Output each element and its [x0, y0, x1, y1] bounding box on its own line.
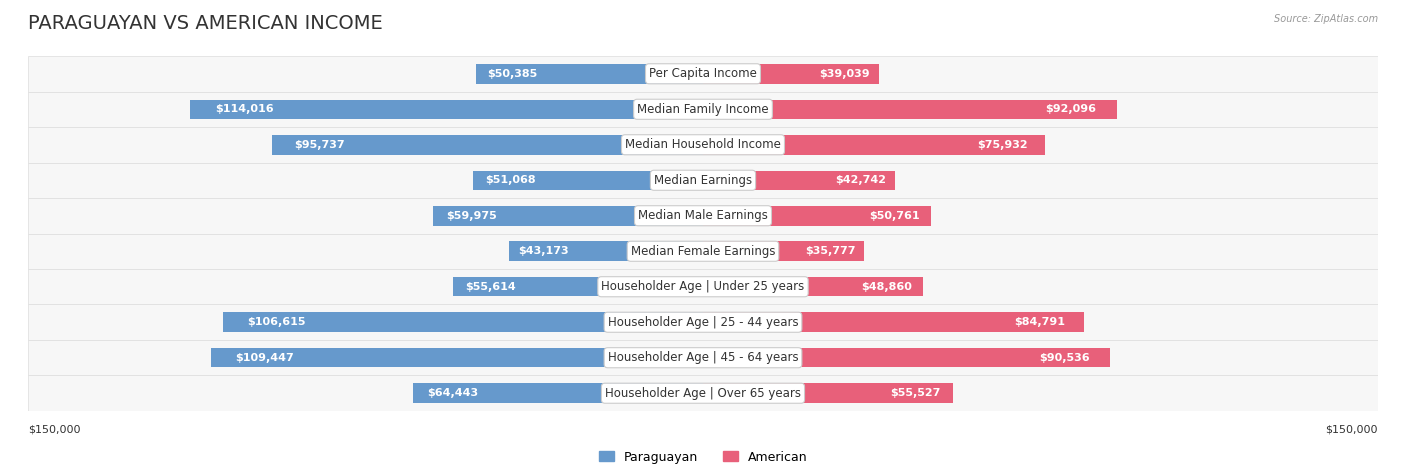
FancyBboxPatch shape [28, 375, 1378, 411]
FancyBboxPatch shape [474, 170, 703, 190]
FancyBboxPatch shape [703, 135, 1045, 155]
FancyBboxPatch shape [28, 127, 1378, 163]
FancyBboxPatch shape [703, 64, 879, 84]
FancyBboxPatch shape [273, 135, 703, 155]
FancyBboxPatch shape [28, 92, 1378, 127]
FancyBboxPatch shape [28, 198, 1378, 234]
Text: $106,615: $106,615 [247, 317, 305, 327]
Text: $48,860: $48,860 [860, 282, 912, 292]
FancyBboxPatch shape [433, 206, 703, 226]
Text: Median Family Income: Median Family Income [637, 103, 769, 116]
FancyBboxPatch shape [703, 170, 896, 190]
Text: Householder Age | Over 65 years: Householder Age | Over 65 years [605, 387, 801, 400]
Text: Per Capita Income: Per Capita Income [650, 67, 756, 80]
Text: $75,932: $75,932 [977, 140, 1028, 150]
Text: Median Earnings: Median Earnings [654, 174, 752, 187]
Text: $50,761: $50,761 [869, 211, 920, 221]
FancyBboxPatch shape [28, 304, 1378, 340]
Text: $55,527: $55,527 [890, 388, 941, 398]
Text: Median Household Income: Median Household Income [626, 138, 780, 151]
Text: PARAGUAYAN VS AMERICAN INCOME: PARAGUAYAN VS AMERICAN INCOME [28, 14, 382, 33]
FancyBboxPatch shape [703, 99, 1118, 119]
Text: $59,975: $59,975 [447, 211, 498, 221]
Legend: Paraguayan, American: Paraguayan, American [593, 446, 813, 467]
FancyBboxPatch shape [224, 312, 703, 332]
Text: $95,737: $95,737 [294, 140, 344, 150]
Text: $35,777: $35,777 [806, 246, 856, 256]
FancyBboxPatch shape [28, 56, 1378, 92]
FancyBboxPatch shape [28, 269, 1378, 304]
Text: Householder Age | Under 25 years: Householder Age | Under 25 years [602, 280, 804, 293]
Text: $109,447: $109,447 [235, 353, 294, 363]
Text: $114,016: $114,016 [215, 104, 274, 114]
FancyBboxPatch shape [703, 206, 931, 226]
Text: $39,039: $39,039 [820, 69, 870, 79]
Text: $42,742: $42,742 [835, 175, 886, 185]
Text: $90,536: $90,536 [1039, 353, 1090, 363]
FancyBboxPatch shape [28, 234, 1378, 269]
Text: $92,096: $92,096 [1046, 104, 1097, 114]
Text: Householder Age | 25 - 44 years: Householder Age | 25 - 44 years [607, 316, 799, 329]
Text: $84,791: $84,791 [1014, 317, 1066, 327]
Text: Median Male Earnings: Median Male Earnings [638, 209, 768, 222]
FancyBboxPatch shape [211, 348, 703, 368]
Text: Source: ZipAtlas.com: Source: ZipAtlas.com [1274, 14, 1378, 24]
Text: $43,173: $43,173 [519, 246, 569, 256]
FancyBboxPatch shape [703, 348, 1111, 368]
Text: $55,614: $55,614 [465, 282, 516, 292]
FancyBboxPatch shape [453, 277, 703, 297]
FancyBboxPatch shape [413, 383, 703, 403]
FancyBboxPatch shape [703, 383, 953, 403]
Text: Median Female Earnings: Median Female Earnings [631, 245, 775, 258]
FancyBboxPatch shape [703, 277, 922, 297]
FancyBboxPatch shape [477, 64, 703, 84]
Text: $64,443: $64,443 [427, 388, 478, 398]
FancyBboxPatch shape [28, 340, 1378, 375]
Text: Householder Age | 45 - 64 years: Householder Age | 45 - 64 years [607, 351, 799, 364]
FancyBboxPatch shape [703, 312, 1084, 332]
FancyBboxPatch shape [28, 163, 1378, 198]
FancyBboxPatch shape [509, 241, 703, 261]
Text: $150,000: $150,000 [1326, 424, 1378, 434]
Text: $51,068: $51,068 [485, 175, 536, 185]
Text: $150,000: $150,000 [28, 424, 80, 434]
FancyBboxPatch shape [190, 99, 703, 119]
Text: $50,385: $50,385 [488, 69, 538, 79]
FancyBboxPatch shape [703, 241, 863, 261]
